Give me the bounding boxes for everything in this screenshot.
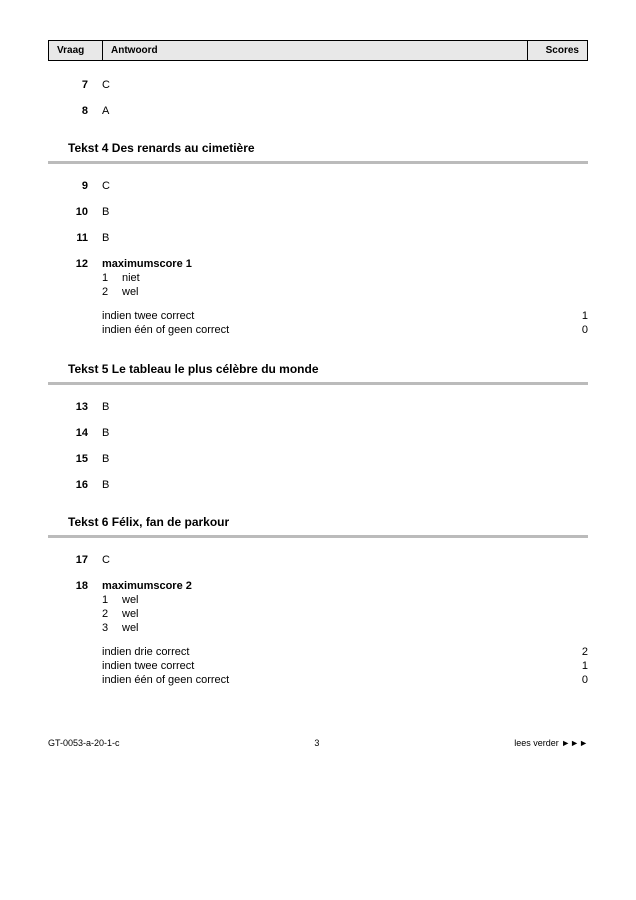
answer-row: 10B: [48, 206, 588, 218]
header-vraag: Vraag: [49, 41, 103, 60]
page: Vraag Antwoord Scores 7C8A Tekst 4 Des r…: [0, 0, 636, 778]
answer-row: 9C: [48, 180, 588, 192]
sub-number: 3: [102, 622, 122, 634]
scoring-line: indien één of geen correct0: [102, 324, 588, 336]
scoring-points: 1: [548, 310, 588, 322]
question-number: 9: [48, 180, 102, 192]
question-number: 11: [48, 232, 102, 244]
answer-cell: A: [102, 105, 588, 117]
question-number: 14: [48, 427, 102, 439]
answer-cell: C: [102, 79, 588, 91]
scoring-block: indien twee correct1indien één of geen c…: [102, 310, 588, 336]
answer-cell: maximumscore 21wel2wel3welindien drie co…: [102, 580, 588, 688]
answer-row: 18maximumscore 21wel2wel3welindien drie …: [48, 580, 588, 688]
scoring-line: indien twee correct1: [102, 660, 588, 672]
scoring-label: indien één of geen correct: [102, 674, 548, 686]
answer-row: 7C: [48, 79, 588, 91]
scoring-points: 0: [548, 674, 588, 686]
question-number: 16: [48, 479, 102, 491]
answer-text: B: [102, 479, 588, 491]
answer-row: 15B: [48, 453, 588, 465]
answer-row: 13B: [48, 401, 588, 413]
top-rows: 7C 8A: [48, 79, 588, 117]
answer-text: B: [102, 401, 588, 413]
sub-item: 2wel: [102, 286, 588, 298]
question-number: 10: [48, 206, 102, 218]
sub-value: wel: [122, 622, 588, 634]
sub-value: wel: [122, 608, 588, 620]
answer-text: maximumscore 2: [102, 580, 588, 592]
answer-cell: B: [102, 206, 588, 218]
answer-text: B: [102, 453, 588, 465]
sub-item: 3wel: [102, 622, 588, 634]
answer-text: C: [102, 79, 588, 91]
scoring-label: indien één of geen correct: [102, 324, 548, 336]
section-title: Tekst 6 Félix, fan de parkour: [48, 515, 588, 529]
answer-row: 16B: [48, 479, 588, 491]
answer-text: C: [102, 180, 588, 192]
answer-text: B: [102, 206, 588, 218]
table-header: Vraag Antwoord Scores: [48, 40, 588, 61]
question-number: 12: [48, 258, 102, 338]
scoring-line: indien drie correct2: [102, 646, 588, 658]
question-number: 18: [48, 580, 102, 688]
question-number: 15: [48, 453, 102, 465]
answer-cell: B: [102, 401, 588, 413]
answer-text: B: [102, 232, 588, 244]
scoring-points: 2: [548, 646, 588, 658]
answer-text: A: [102, 105, 588, 117]
sub-value: wel: [122, 594, 588, 606]
scoring-label: indien twee correct: [102, 310, 548, 322]
sub-item: 1wel: [102, 594, 588, 606]
answer-text: C: [102, 554, 588, 566]
answer-cell: C: [102, 180, 588, 192]
answer-row: 14B: [48, 427, 588, 439]
sub-list: 1niet2wel: [102, 272, 588, 298]
answer-text: B: [102, 427, 588, 439]
section-title: Tekst 5 Le tableau le plus célèbre du mo…: [48, 362, 588, 376]
answer-row: 8A: [48, 105, 588, 117]
footer-right: lees verder ►►►: [514, 738, 588, 748]
header-antwoord: Antwoord: [103, 41, 527, 60]
sub-list: 1wel2wel3wel: [102, 594, 588, 634]
footer-left: GT-0053-a-20-1-c: [48, 738, 120, 748]
answer-cell: B: [102, 479, 588, 491]
sub-number: 1: [102, 594, 122, 606]
scoring-line: indien twee correct1: [102, 310, 588, 322]
footer-page-number: 3: [120, 738, 515, 748]
scoring-label: indien twee correct: [102, 660, 548, 672]
sections: Tekst 4 Des renards au cimetière9C10B11B…: [48, 141, 588, 688]
sub-number: 2: [102, 608, 122, 620]
answer-row: 17C: [48, 554, 588, 566]
section-divider: [48, 535, 588, 538]
sub-number: 2: [102, 286, 122, 298]
question-number: 8: [48, 105, 102, 117]
answer-row: 11B: [48, 232, 588, 244]
header-scores: Scores: [527, 41, 587, 60]
section-title: Tekst 4 Des renards au cimetière: [48, 141, 588, 155]
question-number: 17: [48, 554, 102, 566]
scoring-block: indien drie correct2indien twee correct1…: [102, 646, 588, 686]
answer-cell: C: [102, 554, 588, 566]
section-divider: [48, 382, 588, 385]
sub-item: 1niet: [102, 272, 588, 284]
scoring-points: 1: [548, 660, 588, 672]
question-number: 13: [48, 401, 102, 413]
sub-number: 1: [102, 272, 122, 284]
scoring-label: indien drie correct: [102, 646, 548, 658]
sub-value: wel: [122, 286, 588, 298]
answer-cell: B: [102, 427, 588, 439]
sub-item: 2wel: [102, 608, 588, 620]
scoring-line: indien één of geen correct0: [102, 674, 588, 686]
footer: GT-0053-a-20-1-c 3 lees verder ►►►: [48, 738, 588, 748]
answer-row: 12maximumscore 11niet2welindien twee cor…: [48, 258, 588, 338]
answer-text: maximumscore 1: [102, 258, 588, 270]
answer-cell: B: [102, 453, 588, 465]
answer-cell: maximumscore 11niet2welindien twee corre…: [102, 258, 588, 338]
question-number: 7: [48, 79, 102, 91]
answer-cell: B: [102, 232, 588, 244]
sub-value: niet: [122, 272, 588, 284]
scoring-points: 0: [548, 324, 588, 336]
section-divider: [48, 161, 588, 164]
